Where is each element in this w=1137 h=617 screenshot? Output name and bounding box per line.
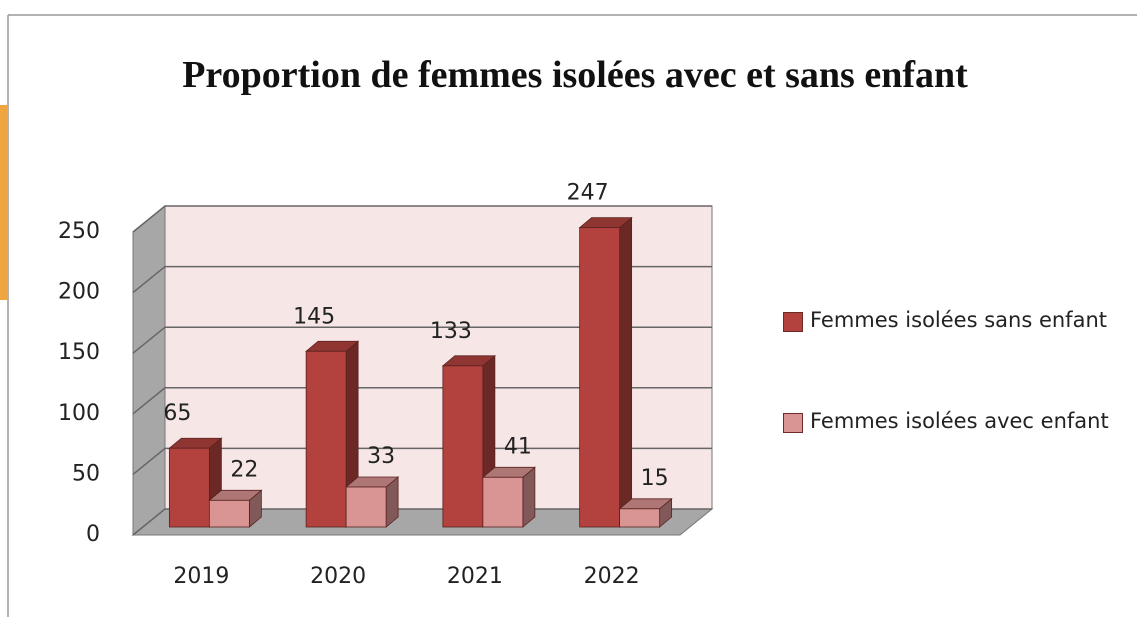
legend-label: Femmes isolées avec enfant	[810, 409, 1109, 433]
grid-line	[132, 447, 712, 475]
data-label: 133	[430, 319, 472, 344]
y-tick-label: 50	[72, 461, 100, 486]
bar-face	[168, 447, 210, 528]
x-tick-label: 2019	[173, 564, 229, 589]
legend-swatch	[783, 413, 803, 433]
y-tick-label: 200	[58, 280, 100, 305]
y-tick-label: 0	[86, 522, 100, 547]
data-label: 65	[163, 401, 191, 426]
bar-face	[619, 508, 661, 528]
bar-face	[208, 499, 250, 528]
x-tick-label: 2020	[310, 564, 366, 589]
bar-face	[305, 350, 347, 528]
bar	[618, 497, 673, 528]
data-label: 33	[367, 444, 395, 469]
data-label: 247	[567, 181, 609, 206]
data-label: 41	[504, 434, 532, 459]
data-label: 145	[293, 304, 335, 329]
legend-label: Femmes isolées sans enfant	[810, 308, 1107, 332]
data-label: 15	[641, 466, 669, 491]
legend-swatch	[783, 312, 803, 332]
data-label: 22	[230, 457, 258, 482]
bar-face	[482, 476, 524, 528]
bar-face	[345, 486, 387, 528]
bar-face	[579, 227, 621, 528]
grid-line	[132, 265, 712, 294]
bar	[481, 466, 536, 528]
chart-title: Proportion de femmes isolées avec et san…	[182, 54, 968, 96]
bar-face	[619, 216, 633, 528]
y-tick-label: 150	[58, 340, 100, 365]
bar	[578, 216, 633, 528]
grid-line	[132, 326, 712, 354]
y-tick-label: 100	[58, 401, 100, 426]
grid-line	[132, 387, 712, 415]
x-tick-label: 2022	[584, 564, 640, 589]
bar	[345, 476, 400, 528]
accent-strip	[0, 105, 7, 300]
bar-face	[442, 365, 484, 528]
bar	[208, 489, 263, 528]
grid-line	[132, 205, 712, 233]
bar	[305, 340, 360, 528]
y-tick-label: 250	[58, 219, 100, 244]
x-tick-label: 2021	[447, 564, 503, 589]
side-wall	[132, 204, 166, 537]
